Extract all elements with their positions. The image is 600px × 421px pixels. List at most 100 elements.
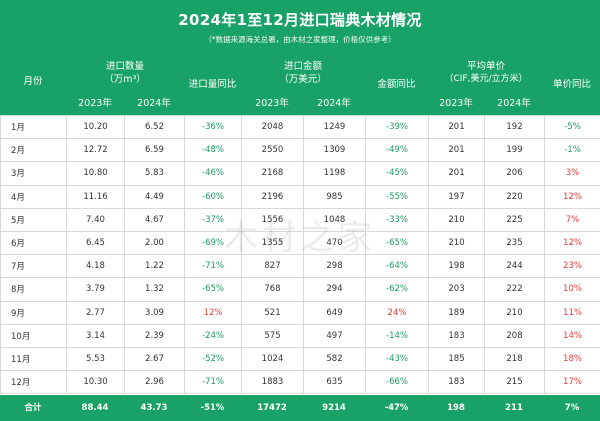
price-2024-cell: 235	[484, 230, 545, 256]
price-yoy-cell: -1%	[544, 138, 600, 163]
price-2023-cell: 197	[428, 184, 485, 209]
amount-2023-header: 2023年	[255, 98, 289, 109]
volume-2024-cell: 4.49	[124, 184, 185, 209]
price-yoy-cell: 11%	[544, 300, 600, 325]
price-2023-cell: 201	[428, 114, 485, 140]
price-yoy-cell: 14%	[544, 323, 600, 348]
volume-yoy-cell: 12%	[184, 300, 242, 325]
total-price-2023: 198	[447, 403, 465, 413]
volume-yoy-cell: -36%	[184, 114, 242, 140]
price-2024-cell: 206	[484, 161, 545, 186]
amount-yoy-cell: -45%	[365, 161, 429, 186]
price-yoy-cell: 10%	[544, 277, 600, 302]
amount-yoy-cell: -49%	[365, 138, 429, 163]
price-2024-cell: 222	[484, 277, 545, 302]
amount-2024-cell: 1309	[303, 138, 366, 163]
amount-2023-cell: 2168	[241, 161, 304, 186]
volume-unit: （万m³）	[104, 74, 146, 85]
amount-yoy-cell: -55%	[365, 184, 429, 209]
price-yoy-cell: 3%	[544, 161, 600, 186]
total-volume-2023: 88.44	[81, 403, 109, 413]
amount-2024-header: 2024年	[317, 98, 351, 109]
month-header: 月份	[23, 76, 43, 87]
month-cell: 12月	[0, 370, 67, 395]
amount-2023-cell: 2550	[241, 138, 304, 163]
price-2023-cell: 203	[428, 277, 485, 302]
amount-header: 进口金额	[283, 61, 322, 72]
month-cell: 11月	[0, 346, 67, 372]
table-row: 1月 10.20 6.52 -36% 2048 1249 -39% 201 192 -5%	[0, 114, 600, 140]
amount-yoy-cell: -39%	[365, 114, 429, 140]
volume-yoy-cell: -24%	[184, 323, 242, 348]
total-amount-2023: 17472	[257, 403, 287, 413]
table-row: 9月 2.77 3.09 12% 521 649 24% 189 210 11%	[0, 300, 600, 325]
price-2024-cell: 210	[484, 300, 545, 325]
price-2024-cell: 192	[484, 114, 545, 140]
volume-2023-header: 2023年	[78, 98, 112, 109]
price-2023-cell: 201	[428, 138, 485, 163]
price-2023-cell: 210	[428, 207, 485, 232]
amount-2023-cell: 575	[241, 323, 304, 348]
table-row: 3月 10.80 5.83 -46% 2168 1198 -45% 201 206 3%	[0, 161, 600, 186]
volume-2023-cell: 10.20	[66, 114, 125, 140]
amount-yoy-cell: -66%	[365, 370, 429, 395]
amount-2023-cell: 2048	[241, 114, 304, 140]
total-volume-yoy: -51%	[200, 403, 225, 413]
volume-2024-cell: 1.32	[124, 277, 185, 302]
volume-2023-cell: 4.18	[66, 254, 125, 279]
amount-2024-cell: 635	[303, 370, 366, 395]
volume-yoy-cell: -71%	[184, 370, 242, 395]
month-cell: 4月	[0, 184, 67, 209]
price-unit: （CIF,美元/立方米）	[444, 74, 528, 84]
total-amount-2024: 9214	[322, 403, 346, 413]
total-label: 合计	[24, 403, 42, 413]
price-yoy-cell: 12%	[544, 184, 600, 209]
volume-2023-cell: 2.77	[66, 300, 125, 325]
table-row: 12月 10.30 2.96 -71% 1883 635 -66% 183 215 17%	[0, 370, 600, 395]
amount-yoy-cell: -14%	[365, 323, 429, 348]
total-price-2024: 211	[505, 403, 523, 413]
price-yoy-header: 单价同比	[552, 79, 591, 90]
volume-2024-cell: 6.59	[124, 138, 185, 163]
volume-2023-cell: 5.53	[66, 346, 125, 372]
price-2023-cell: 189	[428, 300, 485, 325]
amount-yoy-cell: 24%	[365, 300, 429, 325]
amount-2024-cell: 1249	[303, 114, 366, 140]
price-2023-header: 2023年	[439, 98, 473, 109]
amount-2024-cell: 985	[303, 184, 366, 209]
table-header: 2024年1至12月进口瑞典木材情况 （*数据来源海关总署，由木材之家整理，价格…	[0, 0, 600, 115]
price-2023-cell: 210	[428, 230, 485, 256]
month-cell: 10月	[0, 323, 67, 348]
volume-yoy-header: 进口量同比	[188, 79, 237, 90]
total-amount-yoy: -47%	[384, 403, 409, 413]
price-header: 平均单价	[466, 61, 505, 72]
volume-2024-header: 2024年	[137, 98, 171, 109]
amount-2024-cell: 470	[303, 230, 366, 256]
amount-2023-cell: 1556	[241, 207, 304, 232]
price-2024-header: 2024年	[497, 98, 531, 109]
amount-2023-cell: 2196	[241, 184, 304, 209]
amount-yoy-header: 金额同比	[377, 79, 416, 90]
month-cell: 2月	[0, 138, 67, 163]
table-row: 10月 3.14 2.39 -24% 575 497 -14% 183 208 14%	[0, 323, 600, 348]
volume-2024-cell: 2.67	[124, 346, 185, 372]
volume-yoy-cell: -46%	[184, 161, 242, 186]
price-2023-cell: 185	[428, 346, 485, 372]
price-2024-cell: 220	[484, 184, 545, 209]
table-row: 6月 6.45 2.00 -69% 1355 470 -65% 210 235 12%	[0, 230, 600, 256]
volume-2023-cell: 11.16	[66, 184, 125, 209]
price-2023-cell: 183	[428, 370, 485, 395]
month-cell: 9月	[0, 300, 67, 325]
amount-yoy-cell: -64%	[365, 254, 429, 279]
amount-2024-cell: 1198	[303, 161, 366, 186]
price-yoy-cell: -5%	[544, 114, 600, 140]
amount-yoy-cell: -62%	[365, 277, 429, 302]
table-row: 4月 11.16 4.49 -60% 2196 985 -55% 197 220 12%	[0, 184, 600, 209]
table-row: 2月 12.72 6.59 -48% 2550 1309 -49% 201 199 -1%	[0, 138, 600, 163]
volume-2023-cell: 3.79	[66, 277, 125, 302]
price-2023-cell: 201	[428, 161, 485, 186]
amount-2024-cell: 497	[303, 323, 366, 348]
volume-2024-cell: 2.96	[124, 370, 185, 395]
volume-2023-cell: 3.14	[66, 323, 125, 348]
